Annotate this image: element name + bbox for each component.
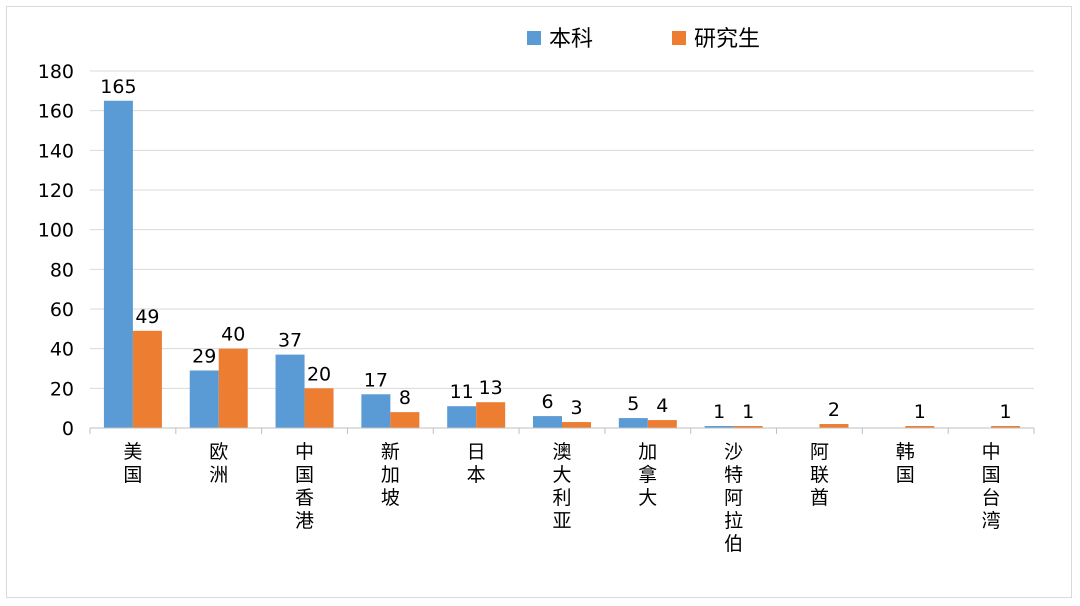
category-label: 中国香港 xyxy=(295,441,314,532)
data-label: 2 xyxy=(828,399,840,421)
bar-graduate xyxy=(819,424,849,428)
data-label: 1 xyxy=(914,401,926,423)
bar-undergrad xyxy=(618,418,648,428)
data-label: 165 xyxy=(100,76,136,98)
bar-graduate xyxy=(733,426,763,428)
y-tick-label: 180 xyxy=(38,61,74,83)
bar-graduate xyxy=(304,388,334,428)
category-label: 新加坡 xyxy=(381,441,400,509)
data-label: 40 xyxy=(221,324,245,346)
chart-frame xyxy=(6,6,1072,598)
bar-undergrad xyxy=(533,416,562,428)
data-label: 17 xyxy=(364,369,388,391)
category-label: 美国 xyxy=(123,441,142,486)
data-label: 3 xyxy=(570,397,582,419)
bar-graduate xyxy=(991,426,1021,428)
bar-undergrad xyxy=(361,394,391,428)
y-tick-label: 100 xyxy=(38,220,74,242)
bar-undergrad xyxy=(189,370,219,428)
data-label: 1 xyxy=(1000,401,1012,423)
legend-swatch xyxy=(672,31,686,45)
data-label: 8 xyxy=(399,387,411,409)
y-tick-label: 80 xyxy=(50,259,74,281)
bar-graduate xyxy=(905,426,935,428)
data-label: 1 xyxy=(742,401,754,423)
data-label: 4 xyxy=(656,395,668,417)
y-tick-label: 20 xyxy=(50,378,74,400)
bar-graduate xyxy=(132,330,162,428)
y-tick-label: 40 xyxy=(50,339,74,361)
data-label: 5 xyxy=(627,393,639,415)
bar-undergrad xyxy=(103,100,133,428)
bar-graduate xyxy=(218,348,248,428)
category-label: 中国台湾 xyxy=(982,441,1001,532)
legend-label: 研究生 xyxy=(694,27,760,52)
data-label: 11 xyxy=(450,381,474,403)
category-label: 日本 xyxy=(467,441,486,486)
y-tick-label: 0 xyxy=(62,418,74,440)
data-label: 1 xyxy=(713,401,725,423)
data-label: 13 xyxy=(479,377,503,399)
category-label: 加拿大 xyxy=(638,441,657,509)
axes: 020406080100120140160180美国欧洲中国香港新加坡日本澳大利… xyxy=(38,61,1035,555)
category-label: 澳大利亚 xyxy=(552,441,571,532)
bar-undergrad xyxy=(447,406,477,428)
category-label: 韩国 xyxy=(896,441,915,486)
data-label: 20 xyxy=(307,363,331,385)
data-label: 6 xyxy=(541,391,553,413)
data-label: 37 xyxy=(278,330,302,352)
bar-graduate xyxy=(562,422,591,428)
bar-undergrad xyxy=(704,426,734,428)
data-label: 49 xyxy=(135,306,159,328)
legend: 本科 研究生 xyxy=(527,27,760,52)
category-label: 欧洲 xyxy=(209,441,228,486)
y-tick-label: 60 xyxy=(50,299,74,321)
y-tick-label: 140 xyxy=(38,140,74,162)
bar-undergrad xyxy=(275,354,305,428)
category-label: 阿联酋 xyxy=(810,441,829,509)
legend-label: 本科 xyxy=(549,27,593,52)
bar-graduate xyxy=(476,402,506,428)
y-tick-label: 160 xyxy=(38,101,74,123)
bar-graduate xyxy=(647,420,677,428)
y-tick-label: 120 xyxy=(38,180,74,202)
data-label: 29 xyxy=(192,345,216,367)
bar-graduate xyxy=(390,412,420,428)
legend-swatch xyxy=(527,31,541,45)
bars xyxy=(103,100,1021,428)
category-label: 沙特阿拉伯 xyxy=(724,441,743,555)
